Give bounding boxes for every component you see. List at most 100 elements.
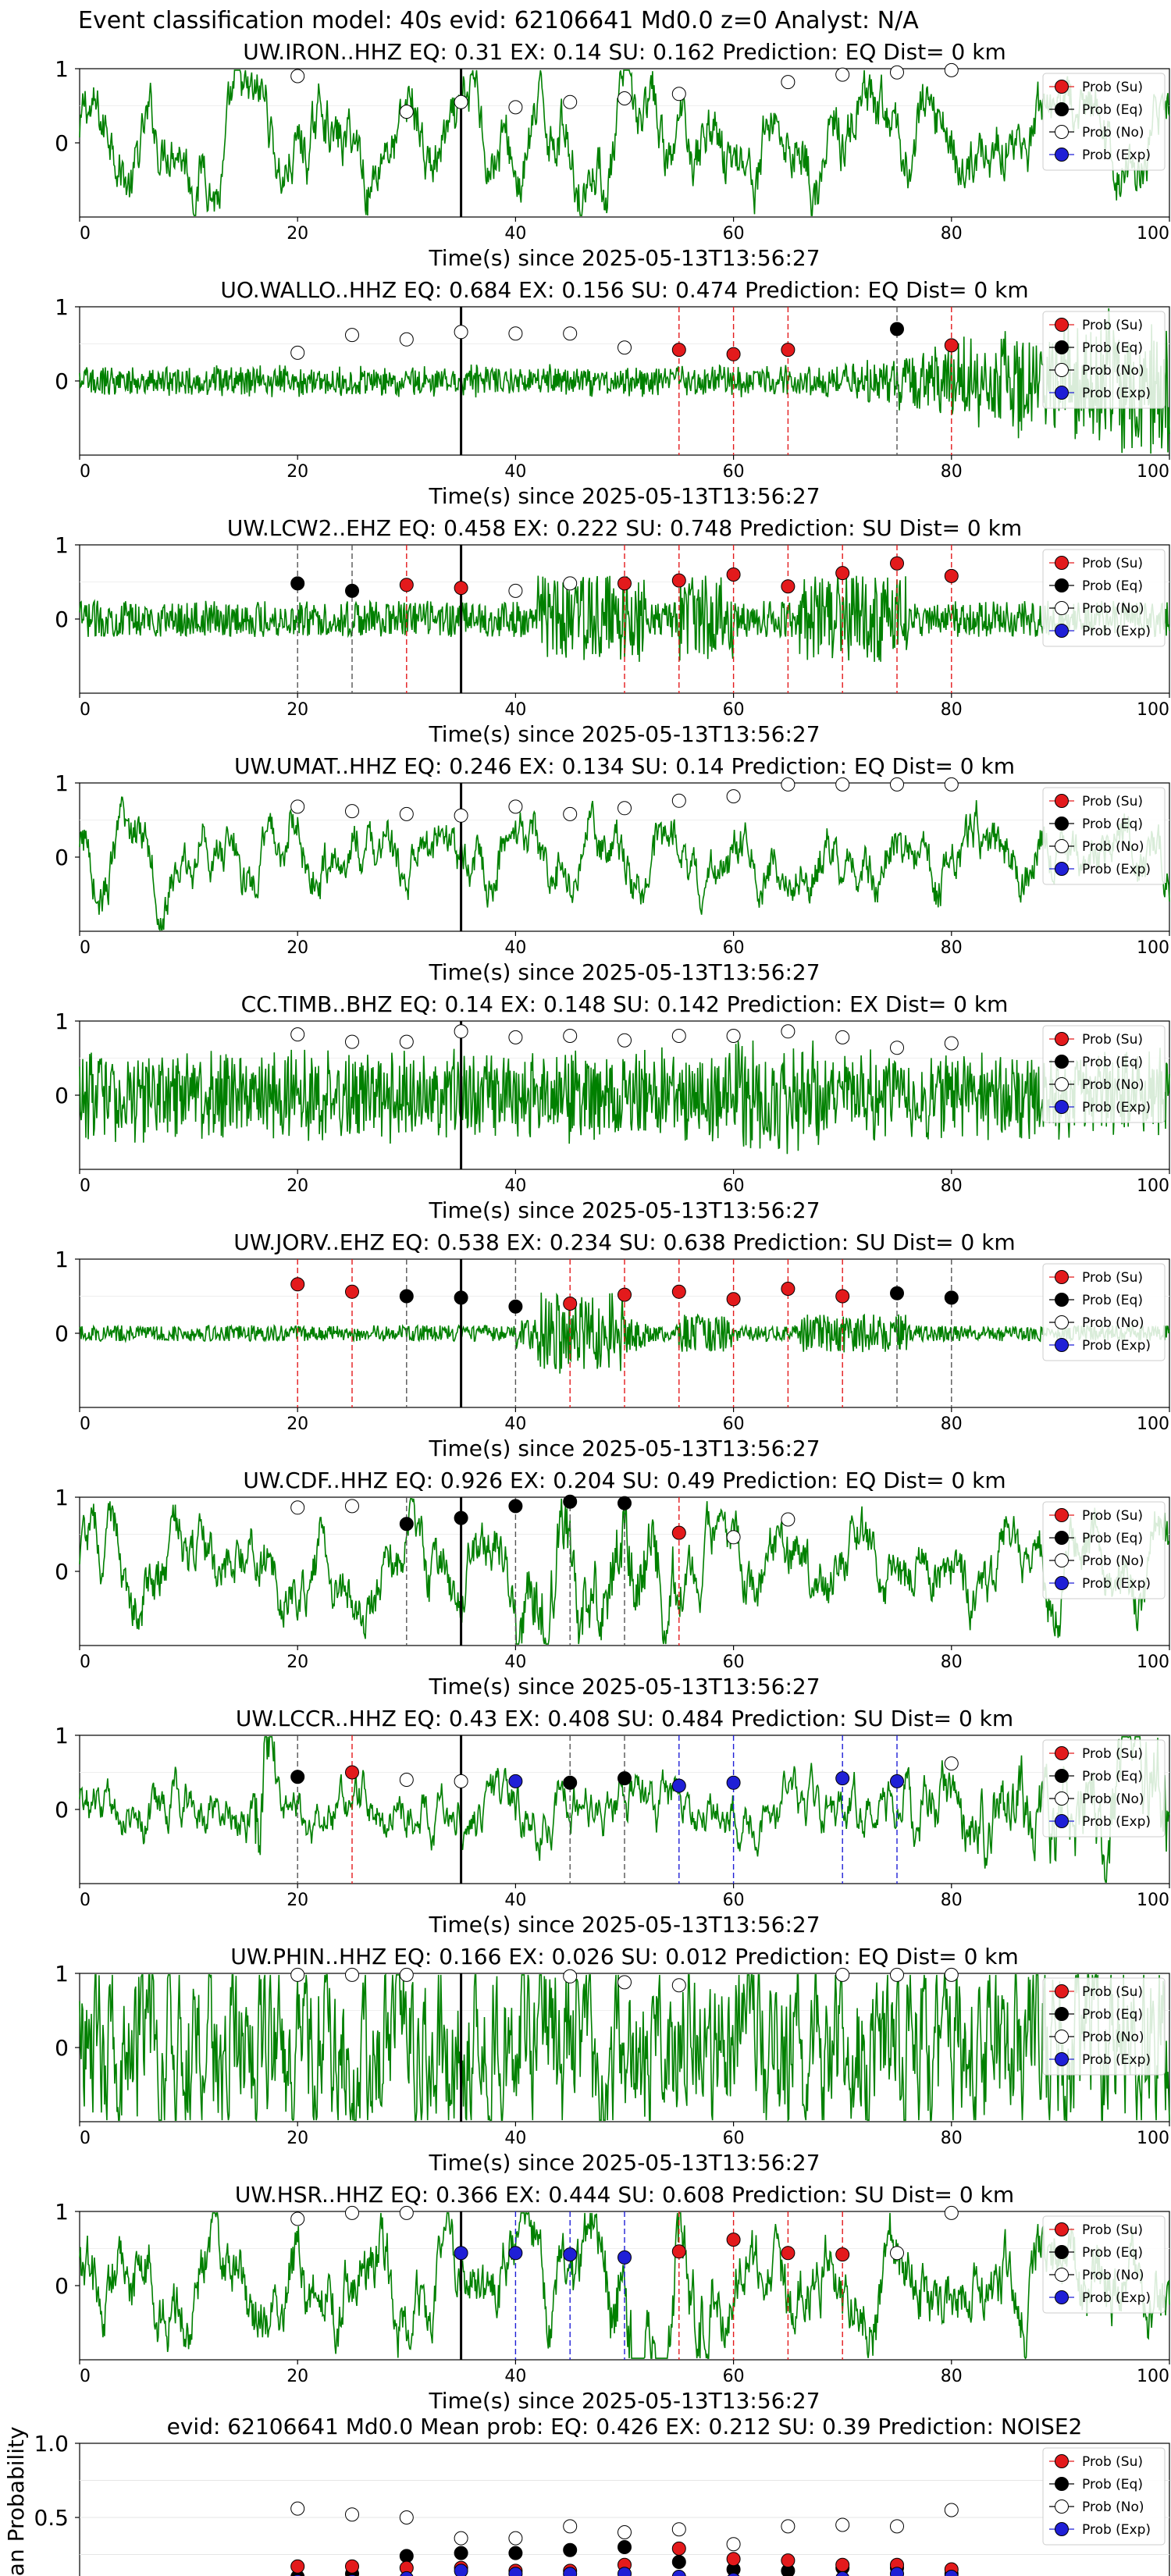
- mean-point-su: [781, 2553, 795, 2568]
- prob-point-no: [781, 1024, 795, 1039]
- legend-label-exp: Prob (Exp): [1082, 2290, 1151, 2306]
- x-tick-label: 80: [941, 1653, 963, 1672]
- mean-point-exp: [890, 2567, 904, 2576]
- legend-marker-eq: [1055, 2477, 1069, 2491]
- x-tick-label: 80: [941, 1891, 963, 1910]
- x-tick-label: 60: [723, 1176, 745, 1196]
- mean-point-no: [508, 2531, 523, 2546]
- legend-label-eq: Prob (Eq): [1082, 2477, 1143, 2492]
- prob-point-no: [835, 1967, 850, 1982]
- prob-point-no: [345, 1499, 359, 1514]
- legend-box: [1042, 1977, 1166, 2076]
- x-axis-label: Time(s) since 2025-05-13T13:56:27: [428, 245, 820, 271]
- legend-label-su: Prob (Su): [1082, 318, 1143, 333]
- mean-point-no: [835, 2517, 850, 2532]
- legend-marker-eq: [1055, 2245, 1069, 2259]
- prob-point-no: [508, 100, 523, 115]
- mean-probability-panel: evid: 62106641 Md0.0 Mean prob: EQ: 0.42…: [3, 2414, 1170, 2576]
- station-panel-10: UW.HSR..HHZ EQ: 0.366 EX: 0.444 SU: 0.60…: [55, 2182, 1170, 2414]
- y-tick-label: 0: [55, 607, 69, 632]
- legend-label-exp: Prob (Exp): [1082, 1100, 1151, 1115]
- x-tick-label: 80: [941, 700, 963, 720]
- prob-point-no: [781, 777, 795, 792]
- x-tick-label: 80: [941, 1414, 963, 1434]
- prob-point-eq: [454, 1510, 468, 1525]
- legend-label-exp: Prob (Exp): [1082, 1814, 1151, 1830]
- legend-label-su: Prob (Su): [1082, 2454, 1143, 2470]
- mean-point-su: [726, 2552, 741, 2567]
- legend-marker-exp: [1055, 2522, 1069, 2536]
- prob-point-no: [399, 2205, 414, 2220]
- y-tick-label: 0: [55, 845, 69, 870]
- x-axis-label: Time(s) since 2025-05-13T13:56:27: [428, 959, 820, 985]
- waveform-trace: [79, 1292, 1170, 1374]
- waveform-trace: [79, 2212, 1170, 2360]
- x-tick-label: 0: [80, 1891, 91, 1910]
- mean-point-no: [345, 2507, 359, 2522]
- legend-marker-no: [1055, 839, 1069, 853]
- legend-marker-su: [1055, 1746, 1069, 1760]
- y-tick-label: 0: [55, 1083, 69, 1108]
- prob-point-no: [454, 1024, 468, 1039]
- x-tick-label: 40: [504, 1653, 526, 1672]
- x-tick-label: 60: [723, 2129, 745, 2148]
- station-panel-3: UW.LCW2..EHZ EQ: 0.458 EX: 0.222 SU: 0.7…: [55, 515, 1170, 747]
- prob-point-exp: [618, 2250, 632, 2265]
- prob-point-no: [454, 325, 468, 340]
- prob-point-su: [726, 347, 741, 361]
- x-tick-label: 100: [1137, 938, 1169, 958]
- x-tick-label: 100: [1137, 224, 1169, 244]
- legend-marker-su: [1055, 1984, 1069, 1998]
- prob-point-su: [835, 2247, 850, 2262]
- legend-marker-eq: [1055, 1531, 1069, 1545]
- legend-marker-exp: [1055, 1814, 1069, 1828]
- panel-title: UW.IRON..HHZ EQ: 0.31 EX: 0.14 SU: 0.162…: [243, 39, 1006, 65]
- prob-point-no: [399, 806, 414, 821]
- y-tick-label: 1: [55, 532, 69, 558]
- legend-label-no: Prob (No): [1082, 125, 1144, 141]
- prob-point-no: [563, 1969, 578, 1984]
- mean-point-no: [399, 2510, 414, 2524]
- mean-point-exp: [618, 2567, 632, 2576]
- station-panel-1: UW.IRON..HHZ EQ: 0.31 EX: 0.14 SU: 0.162…: [55, 39, 1170, 271]
- prob-point-su: [671, 2244, 686, 2259]
- prob-point-no: [399, 1967, 414, 1982]
- mean-point-no: [781, 2519, 795, 2534]
- prob-point-su: [618, 1287, 632, 1302]
- legend-label-no: Prob (No): [1082, 2030, 1144, 2045]
- prob-point-no: [835, 777, 850, 792]
- legend-label-su: Prob (Su): [1082, 556, 1143, 571]
- panel-title: UW.HSR..HHZ EQ: 0.366 EX: 0.444 SU: 0.60…: [235, 2182, 1014, 2208]
- prob-point-su: [835, 566, 850, 581]
- x-tick-label: 60: [723, 700, 745, 720]
- x-tick-label: 40: [504, 224, 526, 244]
- legend-marker-eq: [1055, 2007, 1069, 2021]
- prob-point-su: [726, 2233, 741, 2247]
- mean-point-exp: [944, 2570, 959, 2576]
- prob-point-no: [563, 806, 578, 821]
- x-tick-label: 0: [80, 1414, 91, 1434]
- prob-point-no: [671, 793, 686, 808]
- y-tick-label: 0: [55, 1797, 69, 1823]
- legend-marker-su: [1055, 556, 1069, 570]
- legend-label-eq: Prob (Eq): [1082, 1293, 1143, 1308]
- prob-point-no: [399, 332, 414, 347]
- y-tick-label: 0: [55, 368, 69, 394]
- prob-point-no: [290, 1967, 305, 1982]
- prob-point-eq: [563, 1775, 578, 1790]
- prob-point-no: [890, 1041, 904, 1055]
- legend-label-eq: Prob (Eq): [1082, 340, 1143, 356]
- prob-point-eq: [454, 1290, 468, 1305]
- x-tick-label: 40: [504, 1176, 526, 1196]
- legend-marker-su: [1055, 1508, 1069, 1522]
- prob-point-su: [781, 343, 795, 358]
- prob-point-no: [944, 1967, 959, 1982]
- mean-point-su: [835, 2557, 850, 2572]
- prob-point-no: [508, 326, 523, 341]
- x-tick-label: 40: [504, 700, 526, 720]
- prob-point-su: [671, 1525, 686, 1540]
- legend-label-no: Prob (No): [1082, 1077, 1144, 1093]
- legend-box: [1042, 73, 1166, 171]
- legend-label-exp: Prob (Exp): [1082, 2522, 1151, 2538]
- prob-point-no: [671, 1978, 686, 1993]
